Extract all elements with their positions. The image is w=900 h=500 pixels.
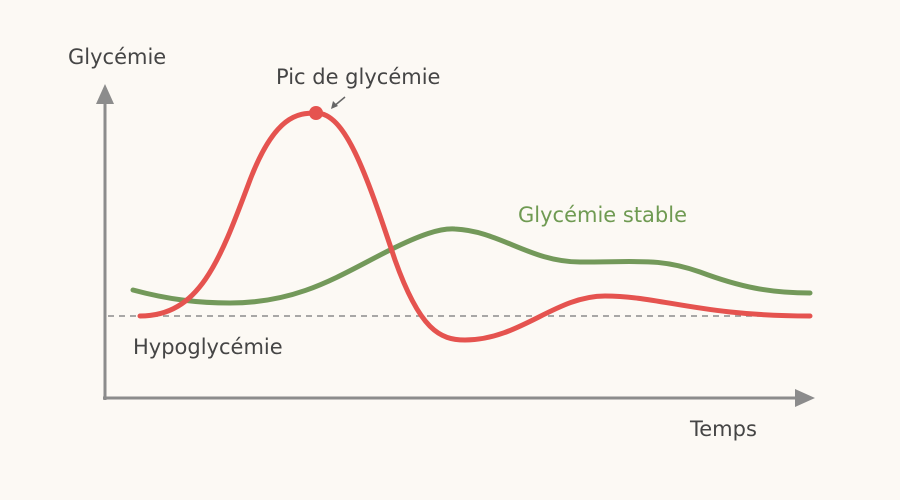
peak-label: Pic de glycémie	[276, 65, 440, 89]
x-axis-label: Temps	[689, 417, 757, 441]
x-axis-arrow	[795, 389, 815, 407]
hypo-label: Hypoglycémie	[133, 335, 283, 359]
spike-curve	[137, 110, 813, 343]
y-axis-label: Glycémie	[68, 45, 166, 69]
stable-label: Glycémie stable	[518, 203, 687, 227]
peak-pointer-head	[331, 101, 338, 109]
stable-curve	[130, 226, 813, 306]
y-axis-arrow	[96, 84, 114, 104]
peak-dot	[309, 106, 323, 120]
